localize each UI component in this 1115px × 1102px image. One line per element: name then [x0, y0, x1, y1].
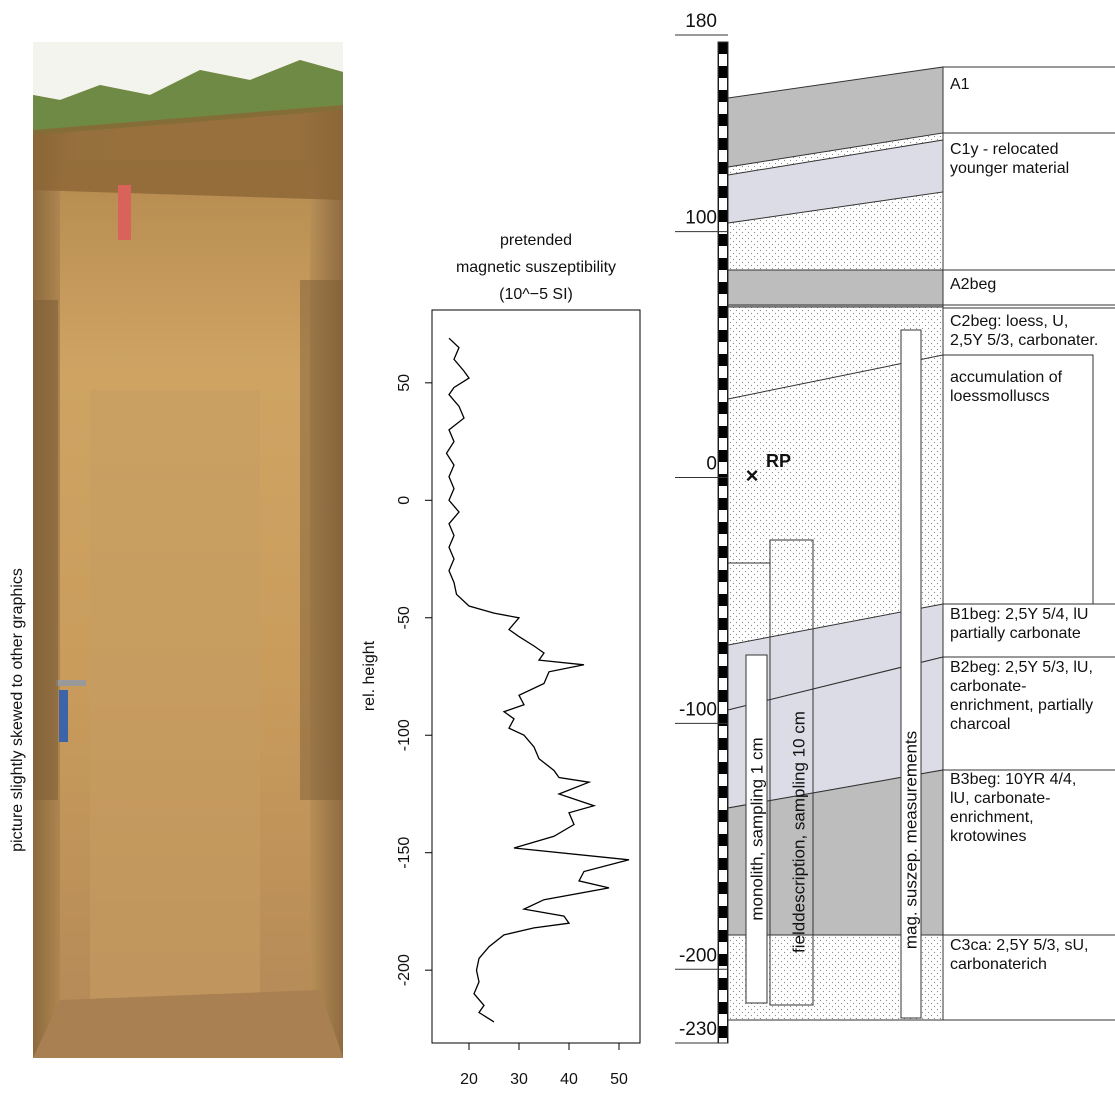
- scale-segment: [719, 630, 727, 642]
- scale-segment: [719, 750, 727, 762]
- y-axis-label: rel. height: [361, 640, 378, 711]
- horizon-label: B1beg: 2,5Y 5/4, lU: [950, 606, 1088, 623]
- y-tick-label: -200: [396, 954, 413, 986]
- horizon-label: krotowines: [950, 828, 1026, 845]
- horizon-label: enrichment,: [950, 809, 1034, 826]
- scale-segment: [719, 822, 727, 834]
- scale-segment: [719, 606, 727, 618]
- scale-segment: [719, 966, 727, 978]
- depth-label: 0: [706, 454, 717, 475]
- horizon-label: enrichment, partially: [950, 697, 1093, 714]
- scale-segment: [719, 318, 727, 330]
- scale-segment: [719, 870, 727, 882]
- scale-segment: [719, 774, 727, 786]
- horizon-label: C1y - relocated: [950, 141, 1059, 158]
- scale-segment: [719, 222, 727, 234]
- scale-segment: [719, 798, 727, 810]
- sampling-label: mag. suszep. measurements: [901, 731, 920, 949]
- scale-segment: [719, 174, 727, 186]
- x-tick-label: 20: [460, 1071, 478, 1088]
- horizon-label: charcoal: [950, 716, 1010, 733]
- plot-frame: [432, 310, 640, 1043]
- horizon-label: A2beg: [950, 276, 996, 293]
- scale-segment: [719, 534, 727, 546]
- chart-title: pretended: [500, 232, 572, 249]
- scale-segment: [719, 294, 727, 306]
- scale-segment: [719, 462, 727, 474]
- depth-label: -100: [679, 699, 717, 720]
- data-line: [447, 338, 630, 1022]
- scale-segment: [719, 366, 727, 378]
- scale-segment: [719, 726, 727, 738]
- scale-segment: [719, 342, 727, 354]
- note-label: loessmolluscs: [950, 388, 1050, 405]
- horizon-label: A1: [950, 76, 970, 93]
- horizon-label: B3beg: 10YR 4/4,: [950, 771, 1076, 788]
- scale-segment: [719, 990, 727, 1002]
- scale-segment: [719, 246, 727, 258]
- y-tick-label: 50: [396, 374, 413, 392]
- chart-title: (10^−5 SI): [499, 286, 573, 303]
- horizon-label: 2,5Y 5/3, carbonater.: [950, 332, 1098, 349]
- x-tick-label: 30: [510, 1071, 528, 1088]
- horizon-label: C3ca: 2,5Y 5/3, sU,: [950, 937, 1088, 954]
- scale-segment: [719, 582, 727, 594]
- scale-segment: [719, 654, 727, 666]
- horizon-label: partially carbonate: [950, 625, 1081, 642]
- reference-label: RP: [766, 451, 791, 471]
- photo: [33, 42, 343, 1058]
- sampling-label: monolith, sampling 1 cm: [747, 737, 766, 920]
- horizon-label: carbonate-: [950, 678, 1027, 695]
- scale-segment: [719, 486, 727, 498]
- scale-segment: [719, 270, 727, 282]
- x-tick-label: 40: [560, 1071, 578, 1088]
- scale-segment: [719, 414, 727, 426]
- y-tick-label: -50: [396, 606, 413, 629]
- y-tick-label: -150: [396, 837, 413, 869]
- scale-segment: [719, 702, 727, 714]
- scale-segment: [719, 894, 727, 906]
- photo-caption: picture slightly skewed to other graphic…: [9, 568, 26, 852]
- y-tick-label: -100: [396, 719, 413, 751]
- chart-title: magnetic suszeptibility: [456, 259, 616, 276]
- horizon-label: C2beg: loess, U,: [950, 313, 1068, 330]
- depth-label: 100: [685, 208, 717, 229]
- scale-segment: [719, 1014, 727, 1026]
- scale-segment: [719, 918, 727, 930]
- scale-segment: [719, 1038, 727, 1050]
- scale-segment: [719, 678, 727, 690]
- scale-segment: [719, 198, 727, 210]
- depth-label: -200: [679, 945, 717, 966]
- scale-segment: [719, 846, 727, 858]
- scale-segment: [719, 78, 727, 90]
- scale-segment: [719, 390, 727, 402]
- scale-segment: [719, 54, 727, 66]
- rp-marker: ×: [746, 463, 759, 488]
- scale-segment: [719, 438, 727, 450]
- horizon-label: carbonaterich: [950, 956, 1047, 973]
- y-tick-label: 0: [396, 496, 413, 505]
- sampling-label: fielddescription, sampling 10 cm: [789, 711, 808, 953]
- depth-label: -230: [679, 1019, 717, 1040]
- scale-segment: [719, 102, 727, 114]
- figure: picture slightly skewed to other graphic…: [0, 0, 1115, 1102]
- x-tick-label: 50: [610, 1071, 628, 1088]
- horizon-label: B2beg: 2,5Y 5/3, lU,: [950, 659, 1093, 676]
- note-label: accumulation of: [950, 369, 1063, 386]
- scale-segment: [719, 942, 727, 954]
- scale-segment: [719, 558, 727, 570]
- scale-segment: [719, 510, 727, 522]
- scale-segment: [719, 150, 727, 162]
- horizon-label: younger material: [950, 160, 1069, 177]
- depth-label: 180: [685, 11, 717, 32]
- horizon-label: lU, carbonate-: [950, 790, 1051, 807]
- scale-segment: [719, 126, 727, 138]
